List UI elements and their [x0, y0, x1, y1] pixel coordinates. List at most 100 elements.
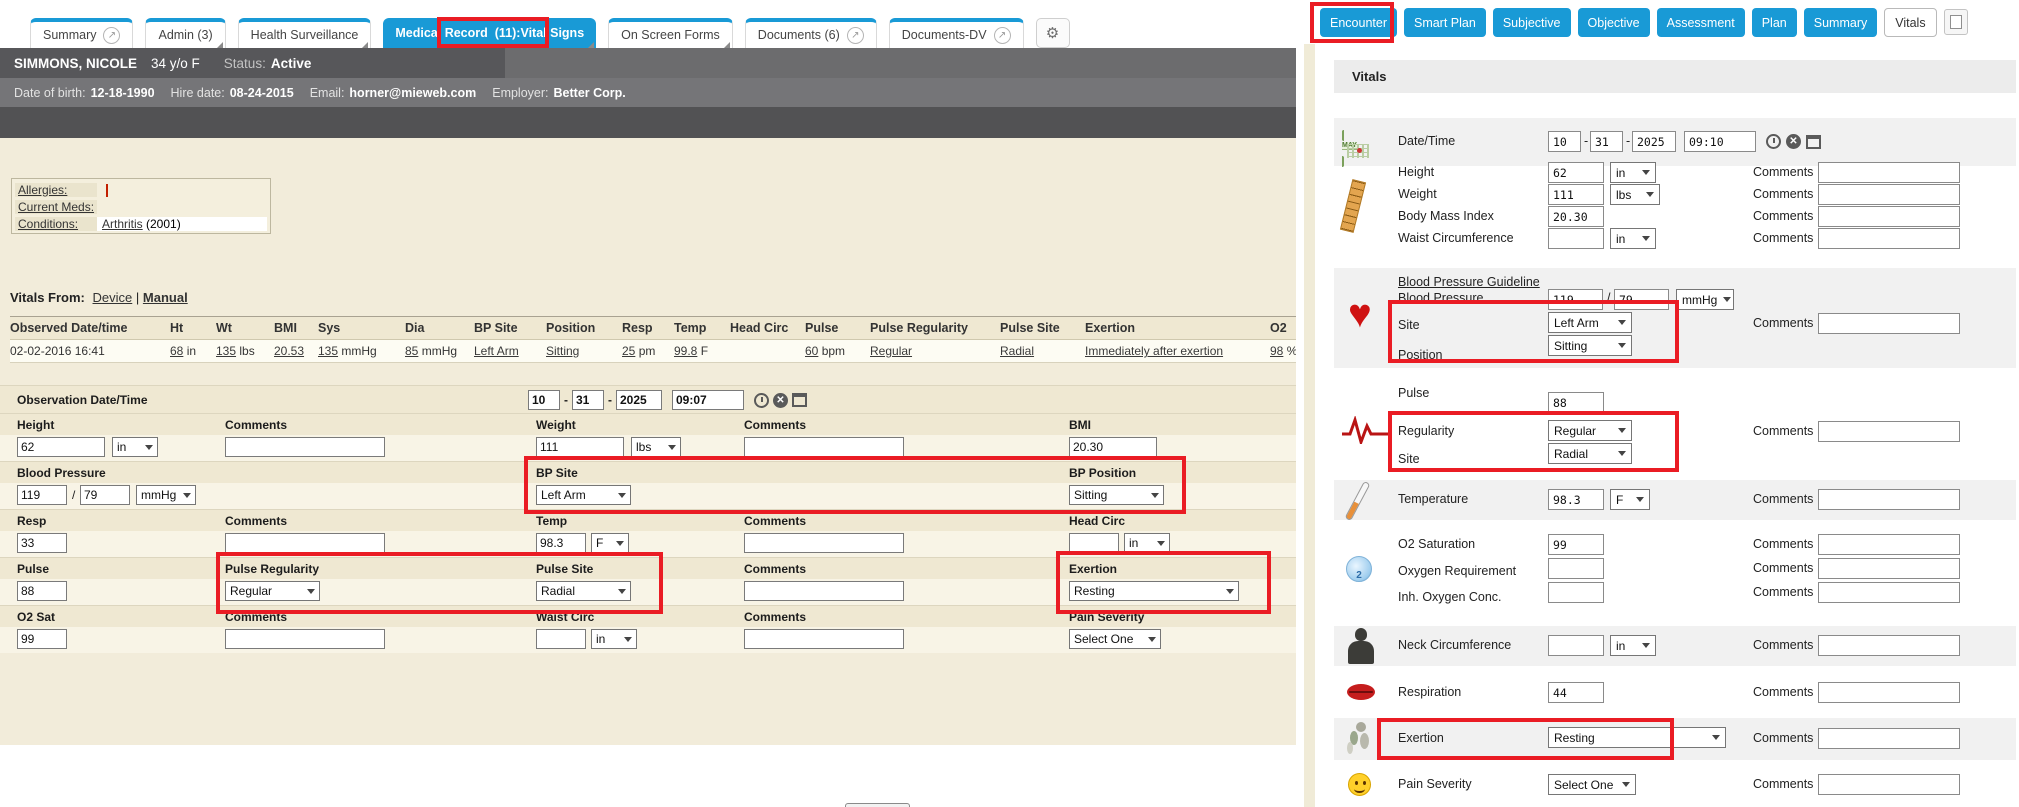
temp-unit-select[interactable]: F — [591, 533, 629, 553]
tab-encounter[interactable]: Encounter — [1320, 8, 1397, 37]
pain-comments-input[interactable] — [1818, 774, 1960, 795]
tab-smart-plan[interactable]: Smart Plan — [1403, 8, 1486, 37]
height-unit-select[interactable]: in — [1610, 162, 1656, 183]
current-meds-label[interactable]: Current Meds: — [15, 199, 97, 214]
resp-comments-input[interactable] — [225, 533, 385, 553]
allergies-label[interactable]: Allergies: — [15, 182, 97, 197]
height-input[interactable]: 62 — [17, 437, 105, 457]
temperature-comments-input[interactable] — [1818, 489, 1960, 510]
year-input[interactable]: 2025 — [1632, 131, 1676, 152]
tab-objective[interactable]: Objective — [1577, 8, 1650, 37]
head-circ-input[interactable] — [1069, 533, 1119, 553]
waist-comments-input[interactable] — [744, 629, 904, 649]
oxygen-requirement-input[interactable] — [1548, 558, 1604, 579]
respiration-input[interactable]: 44 — [1548, 682, 1604, 703]
bp-comments-input[interactable] — [1818, 313, 1960, 334]
bp-site-select[interactable]: Left Arm — [1548, 312, 1632, 333]
exertion-comments-input[interactable] — [1818, 728, 1960, 749]
waist-unit-select[interactable]: in — [591, 629, 637, 649]
pulse-comments-input[interactable] — [1818, 421, 1960, 442]
height-comments-input[interactable] — [225, 437, 385, 457]
temperature-unit-select[interactable]: F — [1610, 489, 1650, 510]
pulse-regularity-select[interactable]: Regular — [225, 581, 320, 601]
tab-documents-dv[interactable]: Documents-DV ↗ — [888, 18, 1024, 48]
popout-icon[interactable]: ↗ — [846, 26, 864, 44]
resp-input[interactable]: 33 — [17, 533, 67, 553]
day-input[interactable]: 31 — [1590, 131, 1623, 152]
time-input[interactable]: 09:10 — [1684, 131, 1756, 152]
tab-assessment[interactable]: Assessment — [1656, 8, 1745, 37]
waist-unit-select[interactable]: in — [1610, 228, 1656, 249]
pain-severity-select[interactable]: Select One — [1548, 774, 1636, 795]
tab-on-screen-forms[interactable]: On Screen Forms — [608, 18, 733, 48]
respiration-comments-input[interactable] — [1818, 682, 1960, 703]
o2-sat-comments-input[interactable] — [1818, 534, 1960, 555]
tab-summary-right[interactable]: Summary — [1803, 8, 1878, 37]
clock-icon[interactable] — [1766, 134, 1781, 149]
o2-sat-input[interactable]: 99 — [17, 629, 67, 649]
weight-input[interactable]: 111 — [536, 437, 624, 457]
clock-icon[interactable] — [754, 392, 769, 408]
temperature-input[interactable]: 98.3 — [1548, 489, 1604, 510]
pulse-input[interactable]: 88 — [1548, 392, 1604, 413]
bp-site-select[interactable]: Left Arm — [536, 485, 631, 505]
submit-button[interactable]: Submit — [845, 803, 910, 807]
month-input[interactable]: 10 — [1548, 131, 1581, 152]
tab-subjective[interactable]: Subjective — [1492, 8, 1571, 37]
vitals-from-device-link[interactable]: Device — [92, 290, 133, 305]
condition-link[interactable]: Arthritis — [102, 216, 143, 231]
waist-input[interactable] — [1548, 228, 1604, 249]
pulse-regularity-select[interactable]: Regular — [1548, 420, 1632, 441]
exertion-select[interactable]: Resting — [1069, 581, 1239, 601]
height-unit-select[interactable]: in — [112, 437, 158, 457]
tab-health-surveillance[interactable]: Health Surveillance — [237, 18, 372, 48]
note-button[interactable] — [1943, 9, 1968, 35]
bp-systolic-input[interactable]: 119 — [17, 485, 67, 505]
tab-admin[interactable]: Admin (3) — [145, 18, 226, 48]
neck-unit-select[interactable]: in — [1610, 635, 1656, 656]
calendar-icon[interactable] — [792, 393, 807, 407]
bp-diastolic-input[interactable]: 79 — [1614, 289, 1669, 310]
clear-date-icon[interactable]: ✕ — [1786, 134, 1801, 149]
conditions-label[interactable]: Conditions: — [15, 216, 97, 231]
bp-diastolic-input[interactable]: 79 — [80, 485, 130, 505]
temp-comments-input[interactable] — [744, 533, 904, 553]
tab-vitals[interactable]: Vitals — [1884, 8, 1937, 37]
neck-comments-input[interactable] — [1818, 635, 1960, 656]
pulse-comments-input[interactable] — [744, 581, 904, 601]
temp-input[interactable]: 98.3 — [536, 533, 586, 553]
obs-year-input[interactable]: 2025 — [616, 390, 662, 410]
weight-unit-select[interactable]: lbs — [631, 437, 681, 457]
waist-comments-input[interactable] — [1818, 228, 1960, 249]
pulse-site-select[interactable]: Radial — [536, 581, 631, 601]
pulse-site-select[interactable]: Radial — [1548, 443, 1632, 464]
pain-severity-select[interactable]: Select One — [1069, 629, 1161, 649]
tab-documents[interactable]: Documents (6) ↗ — [744, 18, 877, 48]
popout-icon[interactable]: ↗ — [993, 26, 1011, 44]
bp-position-select[interactable]: Sitting — [1069, 485, 1164, 505]
bp-unit-select[interactable]: mmHg — [1676, 289, 1734, 310]
weight-unit-select[interactable]: lbs — [1610, 184, 1660, 205]
weight-comments-input[interactable] — [1818, 184, 1960, 205]
obs-day-input[interactable]: 31 — [572, 390, 604, 410]
o2-saturation-input[interactable]: 99 — [1548, 534, 1604, 555]
exertion-select[interactable]: Resting — [1548, 727, 1726, 748]
head-circ-unit-select[interactable]: in — [1124, 533, 1170, 553]
weight-comments-input[interactable] — [744, 437, 904, 457]
tab-medical-record-vital-signs[interactable]: Medical Record (11):Vital Signs — [383, 18, 597, 48]
vitals-from-manual-link[interactable]: Manual — [142, 290, 188, 305]
bp-systolic-input[interactable]: 119 — [1548, 289, 1603, 310]
neck-circumference-input[interactable] — [1548, 635, 1604, 656]
inh-oxygen-comments-input[interactable] — [1818, 582, 1960, 603]
settings-button[interactable]: ⚙ — [1035, 18, 1070, 48]
bp-guideline-link[interactable]: Blood Pressure Guideline — [1398, 275, 1540, 289]
height-comments-input[interactable] — [1818, 162, 1960, 183]
bp-unit-select[interactable]: mmHg — [136, 485, 196, 505]
pulse-input[interactable]: 88 — [17, 581, 67, 601]
bp-position-select[interactable]: Sitting — [1548, 335, 1632, 356]
bmi-comments-input[interactable] — [1818, 206, 1960, 227]
height-input[interactable]: 62 — [1548, 162, 1604, 183]
obs-time-input[interactable]: 09:07 — [672, 390, 744, 410]
oxygen-req-comments-input[interactable] — [1818, 558, 1960, 579]
weight-input[interactable]: 111 — [1548, 184, 1604, 205]
